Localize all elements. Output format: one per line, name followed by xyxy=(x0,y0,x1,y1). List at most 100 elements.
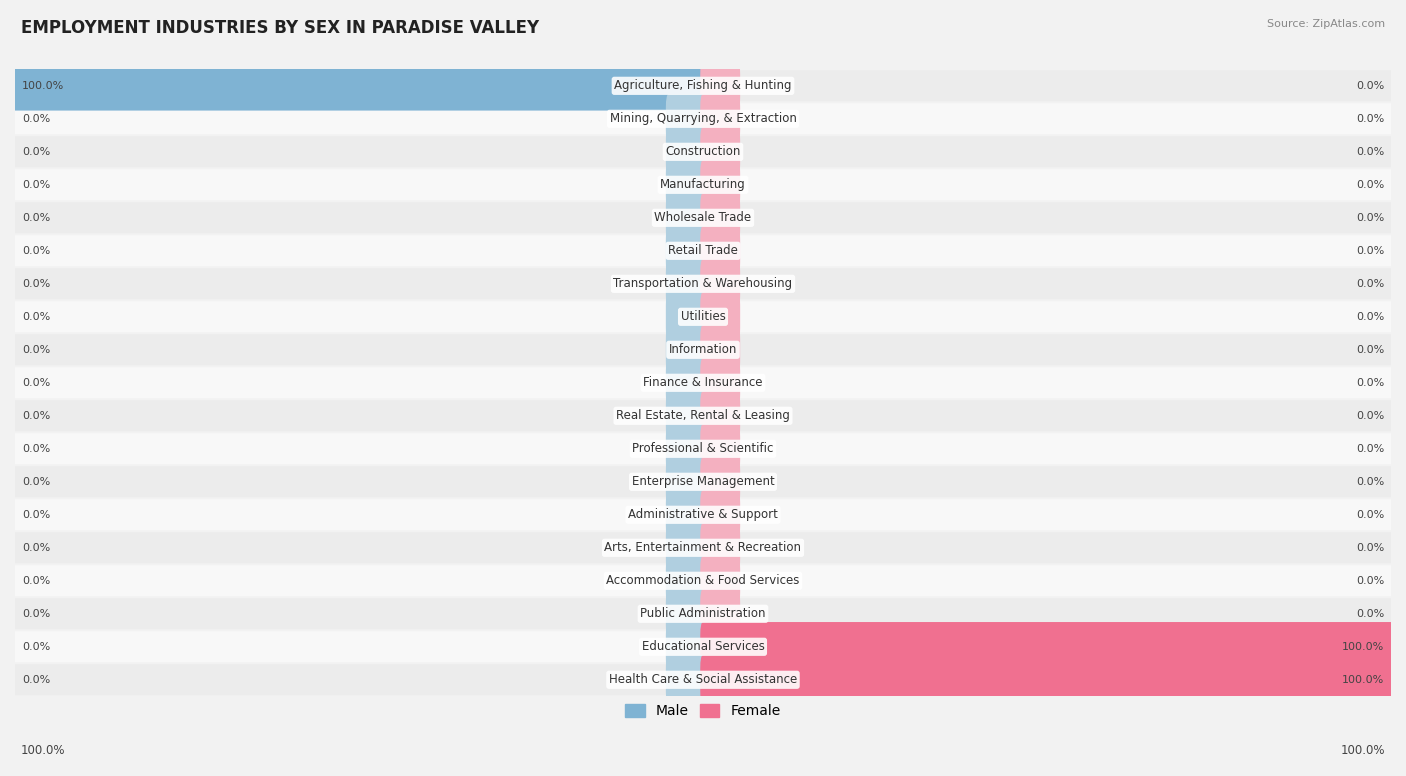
FancyBboxPatch shape xyxy=(700,589,740,639)
FancyBboxPatch shape xyxy=(666,523,706,573)
Text: Agriculture, Fishing & Hunting: Agriculture, Fishing & Hunting xyxy=(614,79,792,92)
Text: 0.0%: 0.0% xyxy=(1355,542,1384,553)
Text: Transportation & Warehousing: Transportation & Warehousing xyxy=(613,277,793,290)
FancyBboxPatch shape xyxy=(15,367,1391,398)
FancyBboxPatch shape xyxy=(700,490,740,539)
Text: Accommodation & Food Services: Accommodation & Food Services xyxy=(606,574,800,587)
Text: 0.0%: 0.0% xyxy=(22,542,51,553)
FancyBboxPatch shape xyxy=(700,160,740,210)
Text: 0.0%: 0.0% xyxy=(22,411,51,421)
FancyBboxPatch shape xyxy=(15,71,1391,102)
FancyBboxPatch shape xyxy=(15,631,1391,662)
FancyBboxPatch shape xyxy=(15,301,1391,332)
Text: 0.0%: 0.0% xyxy=(22,312,51,322)
Text: 0.0%: 0.0% xyxy=(22,510,51,520)
Text: 0.0%: 0.0% xyxy=(22,378,51,388)
FancyBboxPatch shape xyxy=(666,160,706,210)
FancyBboxPatch shape xyxy=(15,137,1391,168)
FancyBboxPatch shape xyxy=(15,235,1391,266)
FancyBboxPatch shape xyxy=(700,94,740,144)
FancyBboxPatch shape xyxy=(700,292,740,341)
Text: Finance & Insurance: Finance & Insurance xyxy=(644,376,762,390)
FancyBboxPatch shape xyxy=(700,523,740,573)
FancyBboxPatch shape xyxy=(700,127,740,177)
FancyBboxPatch shape xyxy=(700,457,740,507)
Text: 0.0%: 0.0% xyxy=(1355,345,1384,355)
FancyBboxPatch shape xyxy=(13,61,706,110)
FancyBboxPatch shape xyxy=(15,598,1391,629)
Text: 0.0%: 0.0% xyxy=(22,642,51,652)
Text: 0.0%: 0.0% xyxy=(22,114,51,124)
Text: 0.0%: 0.0% xyxy=(22,609,51,618)
Text: 0.0%: 0.0% xyxy=(22,279,51,289)
Text: Wholesale Trade: Wholesale Trade xyxy=(654,211,752,224)
Text: 0.0%: 0.0% xyxy=(22,246,51,256)
FancyBboxPatch shape xyxy=(666,193,706,243)
FancyBboxPatch shape xyxy=(700,391,740,441)
Text: 0.0%: 0.0% xyxy=(1355,312,1384,322)
FancyBboxPatch shape xyxy=(700,424,740,473)
Text: 100.0%: 100.0% xyxy=(1341,642,1384,652)
FancyBboxPatch shape xyxy=(666,589,706,639)
Text: 100.0%: 100.0% xyxy=(1340,743,1385,757)
Text: Source: ZipAtlas.com: Source: ZipAtlas.com xyxy=(1267,19,1385,29)
Text: 100.0%: 100.0% xyxy=(1341,675,1384,684)
Text: 0.0%: 0.0% xyxy=(1355,576,1384,586)
Text: 0.0%: 0.0% xyxy=(1355,81,1384,91)
Text: 0.0%: 0.0% xyxy=(22,576,51,586)
Text: 0.0%: 0.0% xyxy=(22,444,51,454)
Text: 0.0%: 0.0% xyxy=(22,345,51,355)
FancyBboxPatch shape xyxy=(700,655,1393,705)
FancyBboxPatch shape xyxy=(700,193,740,243)
FancyBboxPatch shape xyxy=(15,664,1391,695)
Text: 0.0%: 0.0% xyxy=(1355,180,1384,190)
Text: Public Administration: Public Administration xyxy=(640,608,766,620)
Text: Manufacturing: Manufacturing xyxy=(661,178,745,192)
FancyBboxPatch shape xyxy=(666,556,706,605)
Text: 0.0%: 0.0% xyxy=(1355,476,1384,487)
Text: 0.0%: 0.0% xyxy=(1355,213,1384,223)
FancyBboxPatch shape xyxy=(15,334,1391,365)
FancyBboxPatch shape xyxy=(666,325,706,375)
Text: 0.0%: 0.0% xyxy=(22,213,51,223)
Text: Enterprise Management: Enterprise Management xyxy=(631,475,775,488)
FancyBboxPatch shape xyxy=(666,622,706,671)
FancyBboxPatch shape xyxy=(666,127,706,177)
FancyBboxPatch shape xyxy=(700,358,740,407)
Text: 0.0%: 0.0% xyxy=(1355,411,1384,421)
Text: 100.0%: 100.0% xyxy=(21,743,66,757)
FancyBboxPatch shape xyxy=(666,424,706,473)
Text: 0.0%: 0.0% xyxy=(22,180,51,190)
Text: 0.0%: 0.0% xyxy=(1355,246,1384,256)
FancyBboxPatch shape xyxy=(666,358,706,407)
Text: Information: Information xyxy=(669,343,737,356)
FancyBboxPatch shape xyxy=(666,457,706,507)
Text: 0.0%: 0.0% xyxy=(22,675,51,684)
FancyBboxPatch shape xyxy=(15,268,1391,300)
Text: 0.0%: 0.0% xyxy=(22,147,51,157)
Text: 0.0%: 0.0% xyxy=(1355,114,1384,124)
FancyBboxPatch shape xyxy=(666,655,706,705)
FancyBboxPatch shape xyxy=(15,203,1391,234)
Text: Health Care & Social Assistance: Health Care & Social Assistance xyxy=(609,674,797,686)
Text: 0.0%: 0.0% xyxy=(1355,444,1384,454)
Text: 100.0%: 100.0% xyxy=(22,81,65,91)
Text: 0.0%: 0.0% xyxy=(1355,609,1384,618)
FancyBboxPatch shape xyxy=(700,325,740,375)
FancyBboxPatch shape xyxy=(700,259,740,309)
Legend: Male, Female: Male, Female xyxy=(620,698,786,724)
FancyBboxPatch shape xyxy=(15,103,1391,134)
Text: 0.0%: 0.0% xyxy=(1355,147,1384,157)
Text: 0.0%: 0.0% xyxy=(1355,510,1384,520)
FancyBboxPatch shape xyxy=(700,226,740,275)
Text: EMPLOYMENT INDUSTRIES BY SEX IN PARADISE VALLEY: EMPLOYMENT INDUSTRIES BY SEX IN PARADISE… xyxy=(21,19,540,37)
FancyBboxPatch shape xyxy=(15,400,1391,431)
FancyBboxPatch shape xyxy=(15,499,1391,530)
Text: Mining, Quarrying, & Extraction: Mining, Quarrying, & Extraction xyxy=(610,113,796,125)
FancyBboxPatch shape xyxy=(15,466,1391,497)
FancyBboxPatch shape xyxy=(666,226,706,275)
FancyBboxPatch shape xyxy=(666,94,706,144)
FancyBboxPatch shape xyxy=(666,292,706,341)
Text: Real Estate, Rental & Leasing: Real Estate, Rental & Leasing xyxy=(616,409,790,422)
Text: Educational Services: Educational Services xyxy=(641,640,765,653)
